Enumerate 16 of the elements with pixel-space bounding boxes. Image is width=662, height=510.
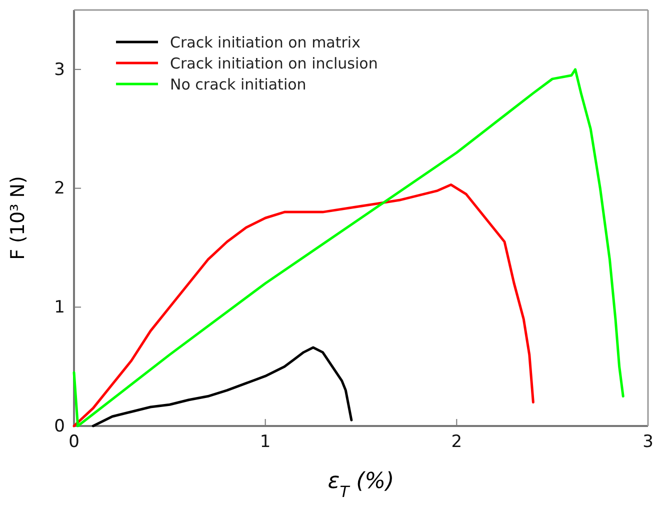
y-tick-label: 0 bbox=[54, 416, 65, 436]
x-tick-label: 1 bbox=[260, 432, 271, 452]
legend-label: Crack initiation on matrix bbox=[170, 33, 361, 52]
legend-label: Crack initiation on inclusion bbox=[170, 54, 378, 72]
line-series bbox=[72, 183, 534, 428]
x-tick-label: 3 bbox=[642, 432, 654, 452]
y-tick-label: 1 bbox=[54, 298, 65, 318]
y-tick-label: 2 bbox=[54, 178, 65, 199]
x-axis-title: ε$_{T}$ (%) bbox=[328, 469, 394, 501]
y-tick-label: 3 bbox=[54, 60, 65, 80]
x-tick-label: 0 bbox=[68, 432, 80, 452]
x-tick-label: 2 bbox=[451, 432, 462, 452]
y-axis-title: F (10³ N) bbox=[7, 176, 29, 260]
line-series bbox=[72, 68, 624, 428]
legend-label: No crack initiation bbox=[170, 75, 306, 94]
line-series bbox=[92, 346, 353, 428]
